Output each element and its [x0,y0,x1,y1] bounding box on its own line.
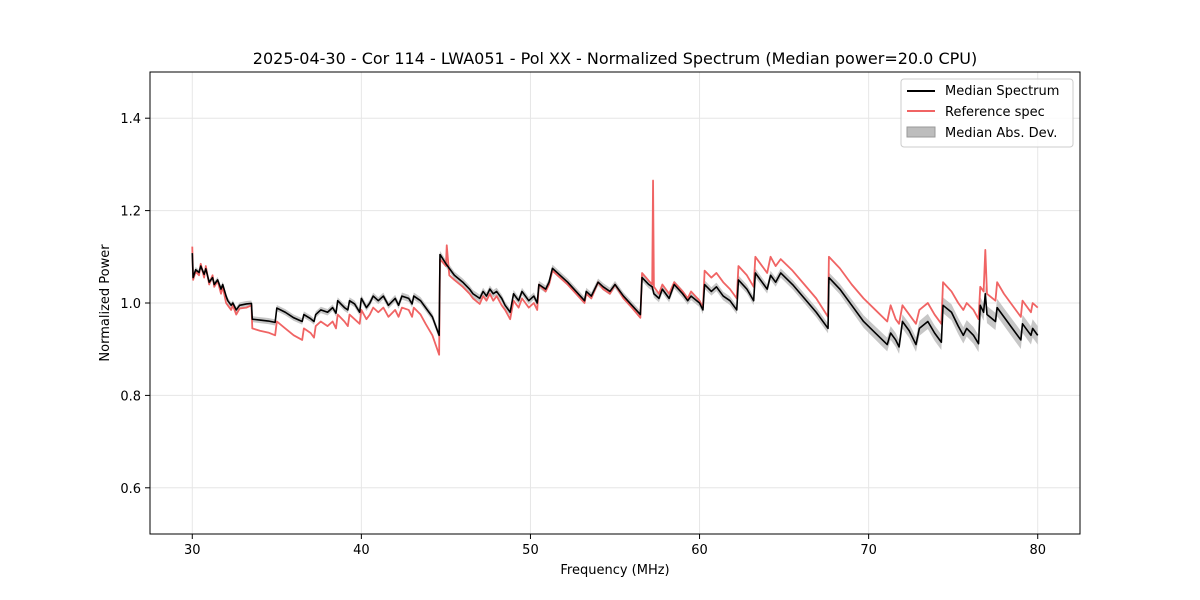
legend-median-label: Median Spectrum [945,84,1059,99]
y-tick-label: 1.2 [120,205,141,220]
x-tick-label: 60 [691,543,708,558]
legend-box [900,78,1074,148]
plot-area [191,179,1039,356]
y-tick-label: 1.0 [120,297,141,312]
y-tick-label: 0.8 [120,389,141,404]
x-tick-label: 30 [184,543,201,558]
legend-reference-label: Reference spec [945,105,1045,120]
x-tick-label: 50 [522,543,539,558]
y-tick-label: 1.4 [120,112,141,127]
x-tick-label: 70 [860,543,877,558]
y-tick-label: 0.6 [120,482,141,497]
chart-title: 2025-04-30 - Cor 114 - LWA051 - Pol XX -… [253,49,977,68]
legend-mad-swatch [906,126,936,138]
reference-spec-line [191,179,1039,356]
y-axis-label: Normalized Power [98,244,113,362]
x-tick-label: 80 [1029,543,1046,558]
legend: Median Spectrum Reference spec Median Ab… [900,78,1074,148]
median-spectrum-line [191,253,1039,348]
axis-ticks: 30 40 50 60 70 80 0.6 0.8 1.0 1.2 1.4 [120,112,1046,558]
legend-mad-label: Median Abs. Dev. [945,126,1057,141]
x-axis-label: Frequency (MHz) [560,563,669,578]
x-tick-label: 40 [353,543,370,558]
median-abs-dev-band [192,250,1038,354]
